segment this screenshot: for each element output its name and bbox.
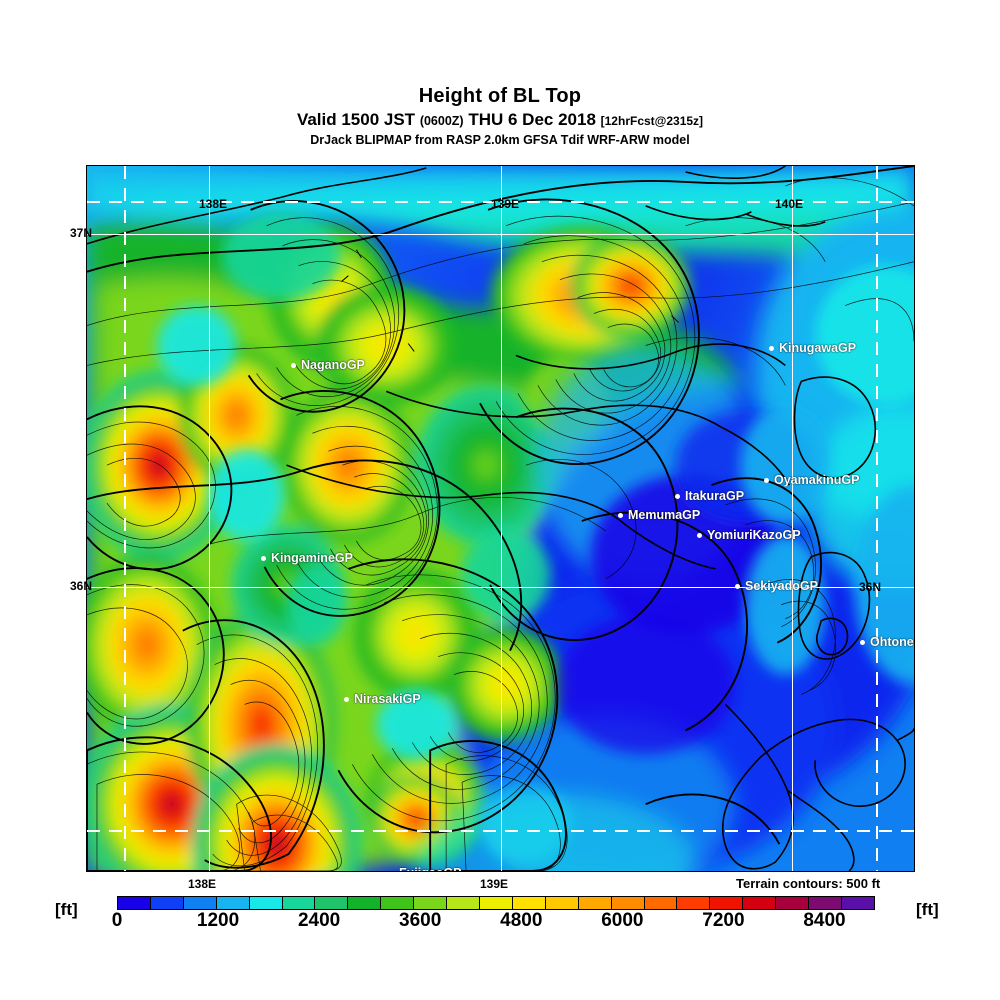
- station-label: KinugawaGP: [779, 341, 857, 355]
- valid-utc: (0600Z): [419, 114, 464, 128]
- lon-label-138e-top: 138E: [199, 197, 228, 211]
- model-source-line: DrJack BLIPMAP from RASP 2.0km GFSA Tdif…: [310, 133, 690, 147]
- station-dot: [261, 555, 266, 561]
- colorbar-swatch: [248, 897, 282, 909]
- colorbar-swatch: [742, 897, 776, 909]
- colorbar-swatch: [413, 897, 447, 909]
- colorbar-tick: 7200: [702, 910, 745, 931]
- bl-top-field: [87, 166, 914, 871]
- valid-date: THU 6 Dec 2018: [468, 110, 596, 129]
- station-label: NaganoGP: [301, 358, 365, 372]
- lon-label-139e-bottom: 139E: [480, 877, 509, 891]
- longitude-line-139e: [501, 166, 502, 871]
- colorbar-swatch: [709, 897, 743, 909]
- latitude-line-36n: [87, 587, 914, 588]
- colorbar-swatch: [314, 897, 348, 909]
- valid-prefix: Valid 1500 JST: [296, 110, 416, 129]
- station-yomiurikazogp[interactable]: YomiuriKazoGP: [697, 528, 801, 542]
- station-nirasakigp[interactable]: NirasakiGP: [344, 692, 421, 706]
- station-dot: [697, 532, 702, 538]
- station-kingaminegp[interactable]: KingamineGP: [261, 551, 353, 565]
- colorbar-tick: 0: [111, 910, 123, 931]
- lon-label-138e-bottom: 138E: [188, 877, 217, 891]
- units-label-left: [ft]: [55, 900, 78, 919]
- colorbar-swatch: [775, 897, 809, 909]
- station-dot: [675, 493, 680, 499]
- lat-label-36n-right: 36N: [859, 580, 882, 594]
- station-label: FujigaoGP: [399, 866, 462, 871]
- colorbar-swatch: [610, 897, 644, 909]
- colorbar-swatch: [347, 897, 381, 909]
- domain-box-bottom: [87, 830, 914, 832]
- station-dot: [618, 512, 623, 518]
- station-fujigaogp[interactable]: FujigaoGP: [389, 866, 462, 871]
- station-label: ItakuraGP: [685, 489, 745, 503]
- lat-label-36n-left: 36N: [70, 579, 93, 593]
- forecast-tag: [12hrFcst@2315z]: [600, 114, 704, 128]
- colorbar-tick: 3600: [399, 910, 442, 931]
- longitude-line-138e: [209, 166, 210, 871]
- colorbar-swatch: [544, 897, 578, 909]
- station-itakuragp[interactable]: ItakuraGP: [675, 489, 744, 503]
- latitude-line-37n: [87, 234, 914, 235]
- terrain-contour-note: Terrain contours: 500 ft: [736, 876, 881, 891]
- weather-map[interactable]: 138E 139E 140E 36N NaganoGP KingamineGP …: [86, 165, 915, 872]
- valid-time-line: Valid 1500 JST (0600Z) THU 6 Dec 2018 [1…: [0, 111, 1000, 130]
- colorbar-swatch: [380, 897, 414, 909]
- station-label: MemumaGP: [628, 508, 701, 522]
- station-label: KingamineGP: [271, 551, 353, 565]
- colorbar-tick-labels: 0 1200 2400 3600 4800 6000 7200 8400: [0, 910, 1000, 938]
- station-oyamakinugp[interactable]: OyamakinuGP: [764, 473, 859, 487]
- colorbar-swatch: [840, 897, 874, 909]
- station-dot: [344, 696, 349, 702]
- colorbar-tick: 6000: [601, 910, 644, 931]
- domain-box-right: [876, 166, 878, 871]
- colorbar-swatch: [118, 897, 150, 909]
- station-dot: [735, 583, 740, 589]
- colorbar-swatch: [478, 897, 512, 909]
- colorbar-swatch: [149, 897, 183, 909]
- station-sekiyadogp[interactable]: SekiyadoGP: [735, 579, 818, 593]
- colorbar-tick: 2400: [297, 910, 341, 931]
- station-label: Ohtone: [870, 635, 914, 649]
- station-naganogp[interactable]: NaganoGP: [291, 358, 365, 372]
- domain-box-left: [124, 166, 126, 871]
- lon-label-140e-top: 140E: [775, 197, 804, 211]
- map-raster: [87, 166, 914, 871]
- station-label: OyamakinuGP: [774, 473, 860, 487]
- colorbar-swatch: [808, 897, 841, 909]
- page-title: Height of BL Top: [418, 85, 582, 107]
- station-kinugawagp[interactable]: KinugawaGP: [769, 341, 856, 355]
- station-ohtone[interactable]: Ohtone: [860, 635, 914, 649]
- colorbar-tick: 8400: [803, 910, 846, 931]
- station-dot: [769, 345, 774, 351]
- colorbar-swatch: [281, 897, 315, 909]
- colorbar-tick: 1200: [196, 910, 240, 931]
- units-label-right: [ft]: [916, 900, 939, 919]
- station-label: SekiyadoGP: [745, 579, 818, 593]
- station-label: YomiuriKazoGP: [707, 528, 801, 542]
- colorbar-swatch: [182, 897, 216, 909]
- colorbar-swatch: [577, 897, 611, 909]
- station-label: NirasakiGP: [354, 692, 421, 706]
- chart-header: Height of BL Top Valid 1500 JST (0600Z) …: [0, 0, 1000, 147]
- station-dot: [860, 639, 865, 645]
- colorbar-swatch: [215, 897, 249, 909]
- colorbar-swatch: [446, 897, 479, 909]
- station-dot: [764, 477, 769, 483]
- domain-box-top: [87, 201, 914, 203]
- lon-label-139e-top: 139E: [491, 197, 520, 211]
- colorbar-tick: 4800: [500, 910, 543, 931]
- colorbar-swatch: [676, 897, 710, 909]
- lat-label-37n-left: 37N: [70, 226, 93, 240]
- longitude-line-140e: [792, 166, 793, 871]
- colorbar-swatch: [511, 897, 545, 909]
- station-memumagp[interactable]: MemumaGP: [618, 508, 700, 522]
- colorbar-swatch: [643, 897, 677, 909]
- colorbar[interactable]: [117, 896, 875, 910]
- station-dot: [389, 870, 394, 871]
- station-dot: [291, 362, 296, 368]
